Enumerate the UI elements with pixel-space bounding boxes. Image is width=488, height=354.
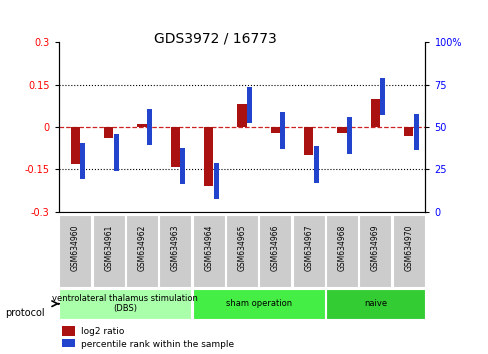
Bar [246, 87, 251, 124]
Text: GSM634967: GSM634967 [304, 224, 313, 271]
Text: GSM634963: GSM634963 [170, 224, 180, 271]
Text: naive: naive [363, 299, 386, 308]
Bar [325, 215, 357, 287]
Text: GSM634966: GSM634966 [270, 224, 279, 271]
Text: log2 ratio: log2 ratio [81, 327, 124, 336]
Bar [93, 215, 124, 287]
Bar [225, 215, 258, 287]
Bar [403, 127, 412, 136]
Bar [280, 112, 285, 149]
Bar [192, 289, 324, 319]
Bar [313, 146, 318, 183]
Bar [104, 127, 113, 138]
Text: GSM634965: GSM634965 [237, 224, 246, 271]
Text: sham operation: sham operation [225, 299, 291, 308]
Text: GSM634960: GSM634960 [71, 224, 80, 271]
Bar [62, 339, 75, 349]
Text: GSM634962: GSM634962 [137, 224, 146, 271]
Bar [71, 127, 80, 164]
Bar [203, 127, 213, 186]
Bar [146, 109, 152, 145]
Text: GSM634970: GSM634970 [404, 224, 412, 271]
Bar [80, 143, 85, 179]
Bar [337, 127, 346, 133]
Bar [159, 215, 191, 287]
Bar [413, 114, 418, 150]
Bar [180, 148, 185, 184]
Bar [292, 215, 324, 287]
Bar [137, 124, 146, 127]
Bar [192, 215, 224, 287]
Bar [59, 215, 91, 287]
Text: GSM634961: GSM634961 [104, 224, 113, 271]
Bar [359, 215, 390, 287]
Text: GSM634969: GSM634969 [370, 224, 379, 271]
Bar [213, 163, 218, 200]
Bar [259, 215, 291, 287]
Bar [304, 127, 313, 155]
Text: protocol: protocol [5, 308, 44, 318]
Text: GSM634964: GSM634964 [204, 224, 213, 271]
Text: ventrolateral thalamus stimulation
(DBS): ventrolateral thalamus stimulation (DBS) [52, 294, 198, 313]
Text: GDS3972 / 16773: GDS3972 / 16773 [153, 32, 276, 46]
Bar [325, 289, 424, 319]
Text: percentile rank within the sample: percentile rank within the sample [81, 340, 233, 349]
Bar [346, 117, 351, 154]
Bar [270, 127, 280, 133]
Bar [392, 215, 424, 287]
Bar [237, 104, 246, 127]
Bar [370, 99, 379, 127]
Bar [126, 215, 158, 287]
Bar [113, 134, 118, 171]
Bar [59, 289, 191, 319]
Bar [380, 78, 385, 115]
Bar [170, 127, 180, 166]
Text: GSM634968: GSM634968 [337, 224, 346, 271]
Bar [62, 326, 75, 336]
